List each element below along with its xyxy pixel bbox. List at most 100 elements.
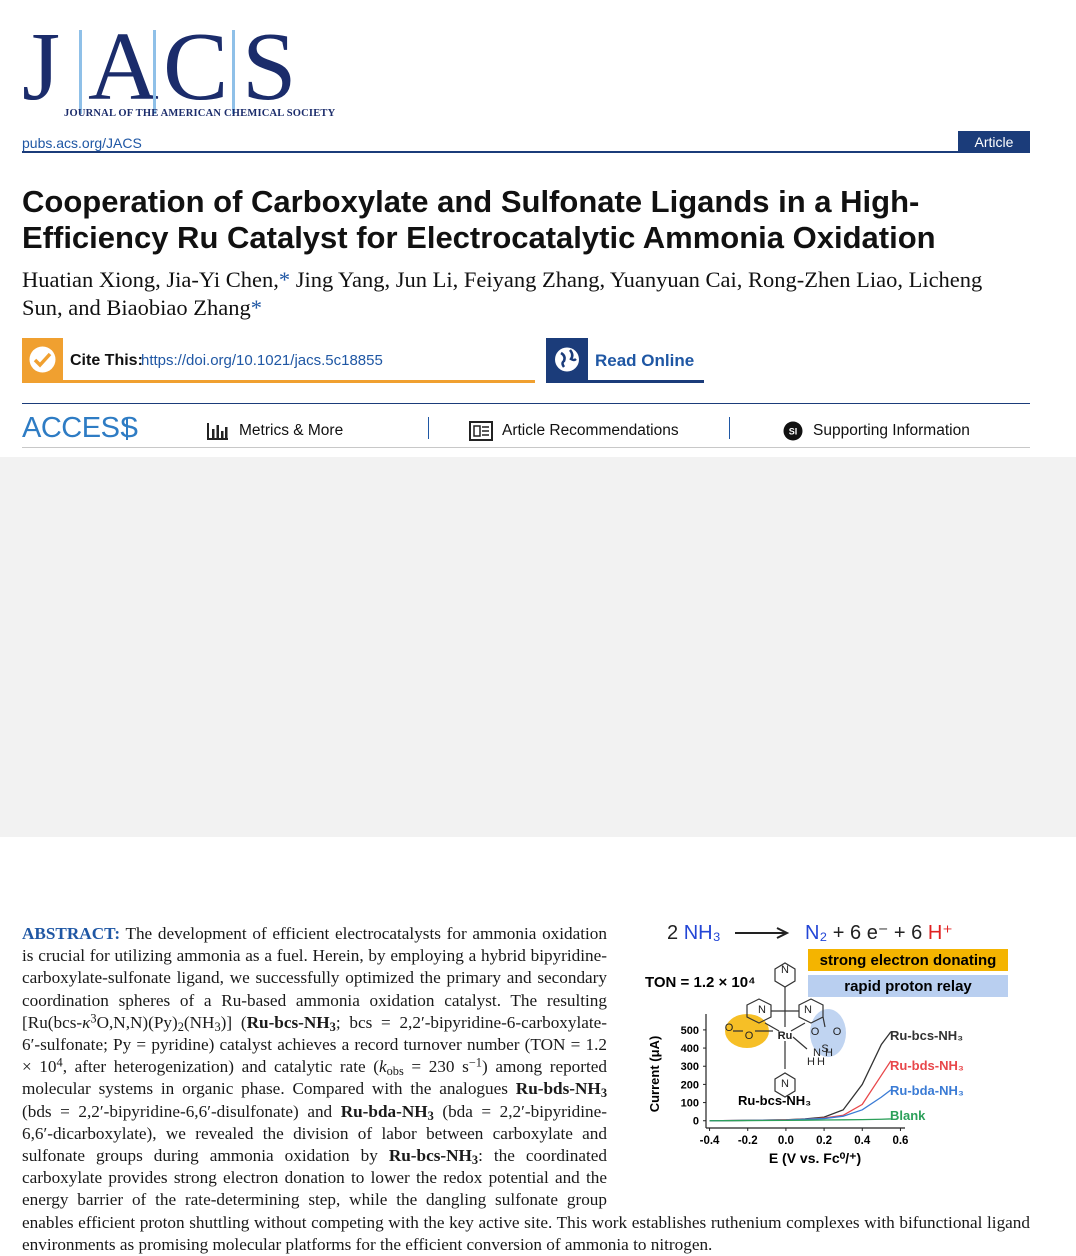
arrow <box>735 927 790 939</box>
journal-url[interactable]: pubs.acs.org/JACS <box>22 135 142 151</box>
text-run: k <box>378 1057 387 1077</box>
recommendations-icon <box>469 421 493 441</box>
text-run: Huatian Xiong, Jia-Yi Chen, <box>22 267 279 292</box>
atom-label: N <box>804 1004 812 1016</box>
equation-part: N₂ <box>805 922 827 944</box>
access-label: ACCESS <box>22 412 139 444</box>
x-tick-label: -0.2 <box>738 1135 758 1147</box>
equation-part: + 6 e⁻ + 6 <box>827 922 928 944</box>
cite-doi[interactable]: https://doi.org/10.1021/jacs.5c18855 <box>141 352 383 369</box>
logo-letter: S <box>242 13 297 121</box>
x-axis-label: E (V vs. Fc⁰/⁺) <box>769 1150 861 1166</box>
rule <box>22 403 1030 404</box>
equation-right: N₂ + 6 e⁻ + 6 H⁺ <box>805 922 953 944</box>
x-tick-label: -0.4 <box>700 1135 720 1147</box>
separator <box>428 417 429 439</box>
y-tick-label: 500 <box>681 1025 699 1037</box>
complex-name: Ru-bcs-NH₃ <box>738 1093 811 1108</box>
atom-label: O <box>811 1026 820 1038</box>
atom-label: O <box>745 1030 754 1042</box>
logo-bar <box>79 30 82 114</box>
banner-text: rapid proton relay <box>844 978 972 995</box>
article-title: Cooperation of Carboxylate and Sulfonate… <box>22 184 936 255</box>
y-tick-label: 200 <box>681 1079 699 1091</box>
line-series <box>709 1060 892 1122</box>
ton: TON = 1.2 × 10⁴ <box>645 974 756 991</box>
text-run: = 230 s <box>403 1057 469 1077</box>
x-tick-label: 0.0 <box>778 1135 794 1147</box>
abstract: 2 NH₃ N₂ + 6 e⁻ + 6 H⁺ strong electron d… <box>22 919 1030 1256</box>
logo-bar <box>153 30 156 114</box>
text-run: κ <box>82 1012 91 1032</box>
si-icon: SI <box>783 421 803 441</box>
rule <box>546 380 704 383</box>
text-run: Jing Yang, Jun Li, Feiyang Zhang, Yuanyu… <box>22 267 983 320</box>
authors: Huatian Xiong, Jia-Yi Chen,* Jing Yang, … <box>22 266 1012 322</box>
x-tick-label: 0.2 <box>816 1135 832 1147</box>
y-tick-label: 100 <box>681 1098 699 1110</box>
series-label: Blank <box>890 1108 926 1123</box>
text-run: Ru-bda-NH <box>340 1101 428 1121</box>
series-label: Ru-bda-NH₃ <box>890 1083 964 1098</box>
abstract-box: 2 NH₃ N₂ + 6 e⁻ + 6 H⁺ strong electron d… <box>0 457 1076 1254</box>
metrics-link[interactable]: Metrics & More <box>239 422 344 439</box>
text-run: * <box>278 267 291 292</box>
supporting-info-link[interactable]: Supporting Information <box>813 422 970 439</box>
text-run: O,N,N)(Py) <box>96 1012 178 1032</box>
logo-letter: A <box>88 13 159 121</box>
x-tick-label: 0.6 <box>892 1135 908 1147</box>
text-run: Ru-bcs-NH <box>246 1012 330 1032</box>
text-run: 3 <box>600 1086 607 1101</box>
cite-label: Cite This: <box>70 352 143 369</box>
logo-bar <box>232 30 235 114</box>
article-type: Article <box>958 131 1030 152</box>
journal-name: JOURNAL OF THE AMERICAN CHEMICAL SOCIETY <box>64 108 336 119</box>
read-online[interactable]: Read Online <box>595 351 695 370</box>
metrics-icon <box>207 423 228 440</box>
atom-label: N <box>781 964 789 976</box>
atom-label: O <box>833 1026 842 1038</box>
separator <box>729 417 730 439</box>
si-badge: SI <box>789 427 798 437</box>
text-run: −1 <box>468 1055 482 1070</box>
equation-left: 2 NH₃ <box>667 922 721 944</box>
atom-label: N <box>758 1004 766 1016</box>
globe-icon <box>555 347 579 372</box>
y-axis-label: Current (μA) <box>647 1036 662 1113</box>
toc-graphic: 2 NH₃ N₂ + 6 e⁻ + 6 H⁺ strong electron d… <box>625 919 1030 1195</box>
abstract-label: ABSTRACT: <box>22 924 121 943</box>
recommendations-link[interactable]: Article Recommendations <box>502 422 679 439</box>
rule <box>22 447 1030 448</box>
y-tick-label: 0 <box>693 1116 699 1128</box>
logo-letter: J <box>22 13 61 121</box>
text-run: * <box>250 295 262 320</box>
atom-label: H <box>825 1047 833 1059</box>
access-bar <box>126 418 128 440</box>
series-label: Ru-bcs-NH₃ <box>890 1028 963 1043</box>
text-run: , after heterogenization) and catalytic … <box>62 1057 379 1077</box>
logo-letter: C <box>163 13 229 121</box>
banner-text: strong electron donating <box>820 952 997 969</box>
atom-label: H <box>817 1056 825 1068</box>
atom-label: Ru <box>778 1030 793 1042</box>
equation-part: 2 <box>667 922 684 944</box>
x-tick-label: 0.4 <box>854 1135 871 1147</box>
text-run: (bds = 2,2′-bipyridine-6,6′-disulfonate)… <box>22 1101 341 1121</box>
text-run: (NH <box>183 1012 215 1032</box>
cite-icon[interactable] <box>22 338 63 381</box>
atom-label: O <box>725 1022 734 1034</box>
atom-label: N <box>781 1078 789 1090</box>
text-run: Ru-bds-NH <box>515 1079 601 1099</box>
equation-part: H⁺ <box>928 922 953 944</box>
atom-label: H <box>807 1056 815 1068</box>
page: {"header": {"logo_letters": ["J", "A", "… <box>0 13 1076 1254</box>
series-label: Ru-bds-NH₃ <box>890 1058 964 1073</box>
check-icon <box>29 346 56 373</box>
equation-part: NH₃ <box>684 922 721 944</box>
text-run: )] ( <box>220 1012 247 1032</box>
y-tick-label: 300 <box>681 1061 699 1073</box>
rule <box>22 380 535 383</box>
rule <box>22 151 1030 153</box>
text-run: obs <box>386 1064 404 1079</box>
read-online-icon[interactable] <box>546 338 588 381</box>
